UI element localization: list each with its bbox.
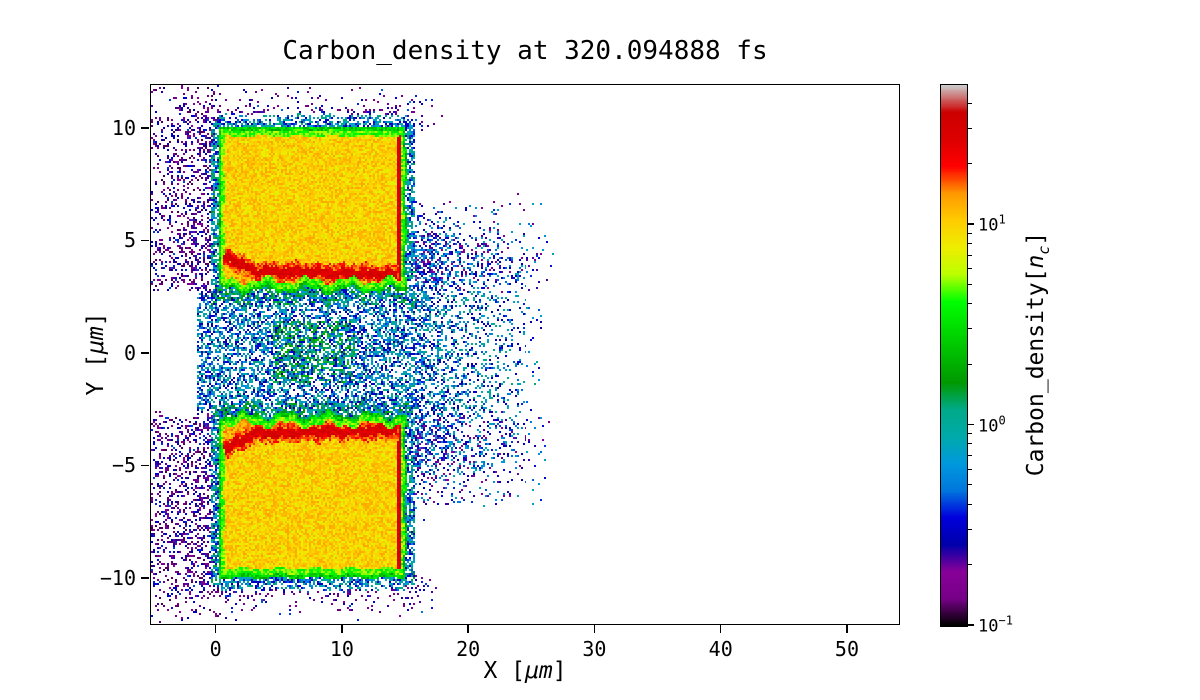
colorbar-tick-label: 101	[978, 213, 1006, 236]
colorbar-tick-base: 10	[978, 616, 999, 637]
colorbar-minor-tick-mark	[968, 328, 972, 330]
x-tick-mark	[593, 625, 596, 633]
x-tick-label: 20	[456, 637, 481, 661]
colorbar-minor-tick-mark	[968, 443, 972, 445]
colorbar-minor-tick-mark	[968, 455, 972, 457]
colorbar-tick-exponent: 0	[998, 413, 1006, 428]
colorbar-tick-exponent: −1	[998, 613, 1013, 628]
y-tick-label: −5	[111, 453, 136, 478]
colorbar-tick-mark	[968, 624, 974, 626]
x-axis-label-close: ]	[552, 658, 567, 684]
x-axis-unit: μm	[524, 658, 553, 684]
colorbar-tick-base: 10	[978, 215, 999, 236]
plot-frame	[150, 84, 900, 625]
y-tick-label: 5	[123, 228, 136, 253]
colorbar-tick-label: 100	[978, 413, 1006, 436]
y-tick-label: 0	[123, 340, 136, 365]
y-tick-mark	[141, 239, 149, 242]
x-tick-label: 50	[834, 637, 860, 661]
colorbar-minor-tick-mark	[968, 564, 972, 566]
x-tick-label: 40	[708, 637, 733, 661]
colorbar-minor-tick-mark	[968, 503, 972, 505]
colorbar-minor-tick-mark	[968, 468, 972, 470]
colorbar-minor-tick-mark	[968, 363, 972, 365]
colorbar-label-var: n	[1023, 254, 1050, 269]
x-axis-label: X [μm]	[483, 658, 566, 684]
x-tick-mark	[467, 625, 469, 633]
colorbar-minor-tick-mark	[968, 433, 972, 435]
y-tick-label: 10	[111, 116, 136, 141]
y-axis-label-close: ]	[83, 312, 109, 327]
y-axis-label-text: Y [	[83, 354, 109, 396]
x-tick-label: 30	[582, 637, 607, 661]
colorbar-minor-tick-mark	[968, 102, 972, 104]
colorbar-label-text: Carbon_density[	[1023, 268, 1050, 477]
colorbar-minor-tick-mark	[968, 283, 972, 285]
colorbar-tick-mark	[968, 223, 974, 225]
x-tick-mark	[214, 625, 217, 633]
y-tick-mark	[141, 127, 149, 129]
colorbar-minor-tick-mark	[968, 268, 972, 270]
y-tick-label: −10	[99, 565, 136, 590]
y-axis-label: Y [μm]	[83, 312, 109, 395]
colorbar-minor-tick-mark	[968, 232, 972, 234]
x-tick-label: 10	[329, 637, 354, 661]
x-axis-label-text: X [	[483, 658, 525, 684]
colorbar-minor-tick-mark	[968, 303, 972, 305]
colorbar-label-sub: c	[1034, 245, 1053, 255]
colorbar-label-close: ]	[1023, 231, 1050, 246]
colorbar-minor-tick-mark	[968, 243, 972, 245]
colorbar-label: Carbon_density[nc]	[1023, 232, 1053, 476]
colorbar	[940, 84, 968, 627]
colorbar-tick-label: 10−1	[978, 614, 1013, 637]
x-tick-mark	[846, 625, 848, 633]
y-axis-unit: μm	[83, 326, 109, 355]
colorbar-gradient-canvas	[941, 85, 967, 626]
y-tick-mark	[141, 352, 149, 354]
heatmap-canvas	[151, 85, 898, 623]
chart-title: Carbon_density at 320.094888 fs	[282, 36, 768, 66]
x-tick-mark	[341, 625, 343, 633]
colorbar-tick-mark	[968, 423, 974, 426]
colorbar-minor-tick-mark	[968, 484, 972, 486]
y-tick-mark	[141, 464, 149, 467]
colorbar-minor-tick-mark	[968, 254, 972, 256]
colorbar-tick-base: 10	[978, 415, 999, 436]
colorbar-minor-tick-mark	[968, 163, 972, 165]
colorbar-minor-tick-mark	[968, 528, 972, 530]
colorbar-tick-exponent: 1	[998, 212, 1006, 227]
colorbar-minor-tick-mark	[968, 127, 972, 129]
y-tick-mark	[141, 577, 149, 579]
x-tick-mark	[719, 625, 722, 633]
x-tick-label: 0	[209, 637, 222, 661]
